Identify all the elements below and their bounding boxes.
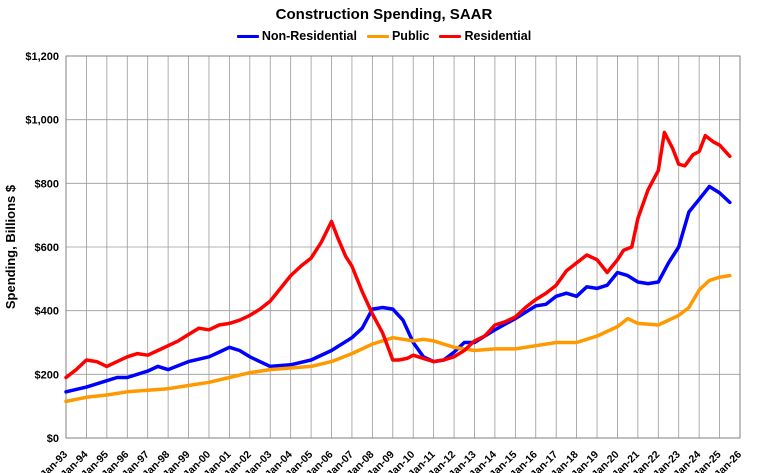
y-axis-title: Spending, Billions $ xyxy=(3,184,18,309)
legend-label: Public xyxy=(391,29,430,43)
plot-border xyxy=(65,55,741,439)
legend-swatch xyxy=(439,34,462,38)
y-tick-label: $600 xyxy=(35,242,59,254)
y-tick-label: $0 xyxy=(47,433,59,445)
y-tick-label: $400 xyxy=(35,306,59,318)
legend-item: Residential xyxy=(439,29,531,43)
y-tick-label: $200 xyxy=(35,369,59,381)
legend-label: Non-Residential xyxy=(261,29,357,43)
y-tick-label: $1,200 xyxy=(25,51,59,63)
legend-item: Non-Residential xyxy=(236,29,357,43)
series-line-residential xyxy=(64,130,732,380)
legend-swatch xyxy=(366,34,389,38)
series-line-public xyxy=(64,273,732,404)
chart-legend: Non-Residential Public Residential xyxy=(0,29,768,43)
y-tick-label: $800 xyxy=(35,178,59,190)
legend-label: Residential xyxy=(464,29,532,43)
legend-item: Public xyxy=(366,29,430,43)
legend-swatch xyxy=(236,34,259,38)
chart-title: Construction Spending, SAAR xyxy=(275,6,493,23)
y-tick-label: $1,000 xyxy=(25,115,59,127)
